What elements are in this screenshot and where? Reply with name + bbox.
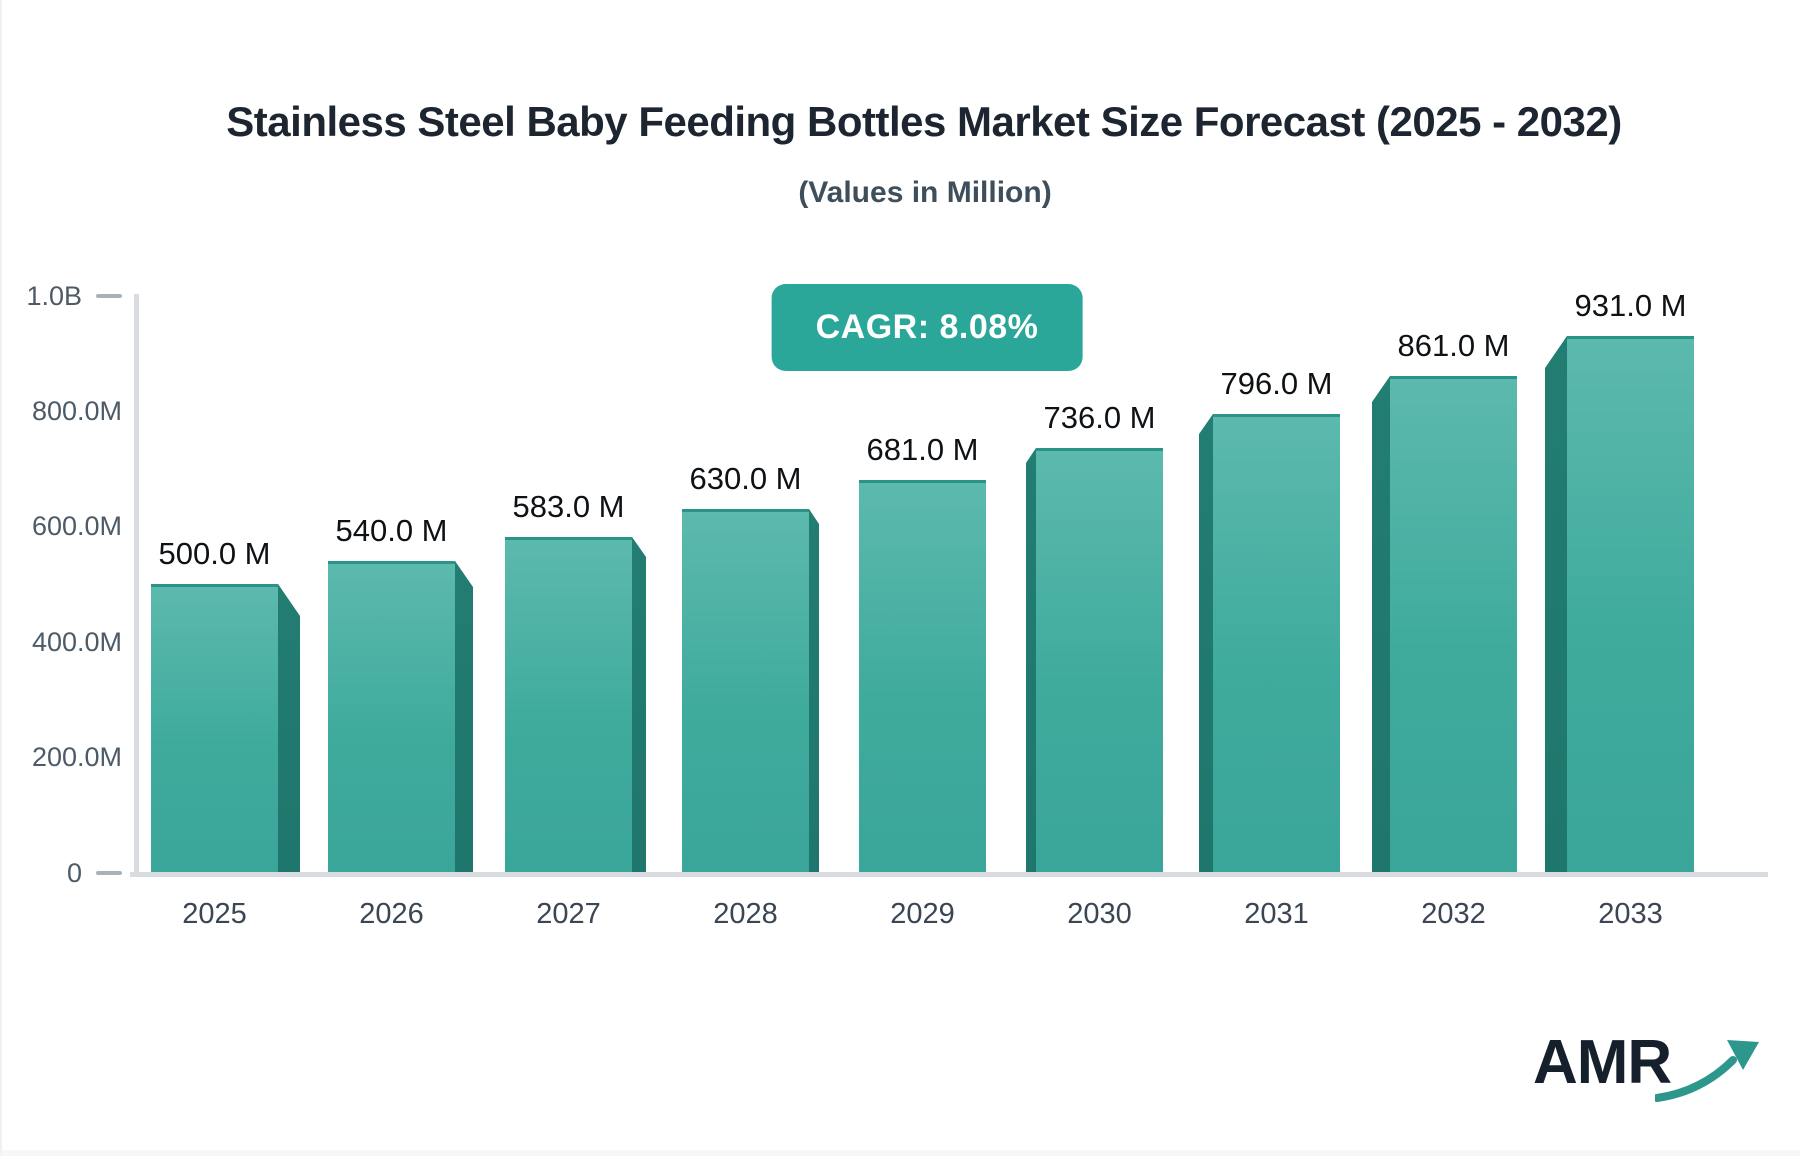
bar-side-face-2031 — [1199, 414, 1213, 873]
bar-side-face-2033 — [1545, 336, 1567, 873]
bar-value-label-2030: 736.0 M — [1043, 400, 1156, 435]
bar-2032 — [1390, 376, 1517, 873]
bar-2025 — [151, 584, 278, 873]
bar-2026 — [328, 561, 455, 873]
y-tick-label: 200.0M — [31, 742, 122, 773]
bar-side-face-2032 — [1372, 376, 1390, 873]
bar-2027 — [505, 537, 632, 873]
amr-logo: AMR — [1533, 1032, 1767, 1106]
y-tick-label: 1.0B — [2, 281, 122, 311]
bar-value-label-2029: 681.0 M — [866, 432, 979, 467]
bar-2033 — [1567, 336, 1694, 873]
bar-value-label-2026: 540.0 M — [335, 513, 448, 548]
y-tick-label: 800.0M — [31, 395, 122, 426]
logo-text: AMR — [1533, 1028, 1672, 1097]
chart-subtitle: (Values in Million) — [798, 176, 1052, 209]
x-axis-label-2025: 2025 — [182, 898, 247, 930]
bar-side-face-2027 — [632, 537, 646, 873]
bar-side-face-2030 — [1026, 448, 1036, 873]
x-axis-label-2030: 2030 — [1067, 898, 1132, 930]
x-axis-label-2026: 2026 — [359, 898, 424, 930]
x-axis-baseline — [130, 872, 1768, 877]
bar-2028 — [682, 509, 809, 873]
x-axis-label-2028: 2028 — [713, 898, 778, 930]
y-axis-line — [134, 294, 139, 876]
y-tick-label: 0 — [2, 858, 122, 888]
x-axis-label-2033: 2033 — [1598, 898, 1663, 930]
tick-dash — [96, 871, 122, 875]
bar-value-label-2027: 583.0 M — [512, 489, 625, 524]
bar-side-face-2028 — [809, 509, 819, 873]
x-axis-label-2027: 2027 — [536, 898, 601, 930]
bar-value-label-2033: 931.0 M — [1574, 288, 1687, 323]
bar-value-label-2028: 630.0 M — [689, 461, 802, 496]
bar-2030 — [1036, 448, 1163, 873]
x-axis-label-2032: 2032 — [1421, 898, 1486, 930]
cagr-badge: CAGR: 8.08% — [771, 284, 1083, 371]
bar-2029 — [859, 480, 986, 873]
bar-value-label-2025: 500.0 M — [158, 536, 271, 571]
y-tick-label: 600.0M — [31, 511, 122, 542]
x-axis-label-2029: 2029 — [890, 898, 955, 930]
bar-2031 — [1213, 414, 1340, 873]
x-axis-label-2031: 2031 — [1244, 898, 1309, 930]
tick-dash — [96, 294, 122, 298]
growth-arrow-icon — [1655, 1040, 1760, 1102]
chart-title: Stainless Steel Baby Feeding Bottles Mar… — [226, 98, 1622, 145]
bar-value-label-2032: 861.0 M — [1397, 328, 1510, 363]
bar-side-face-2025 — [278, 584, 300, 873]
y-tick-label: 400.0M — [31, 626, 122, 657]
bar-value-label-2031: 796.0 M — [1220, 366, 1333, 401]
bar-side-face-2026 — [455, 561, 473, 873]
